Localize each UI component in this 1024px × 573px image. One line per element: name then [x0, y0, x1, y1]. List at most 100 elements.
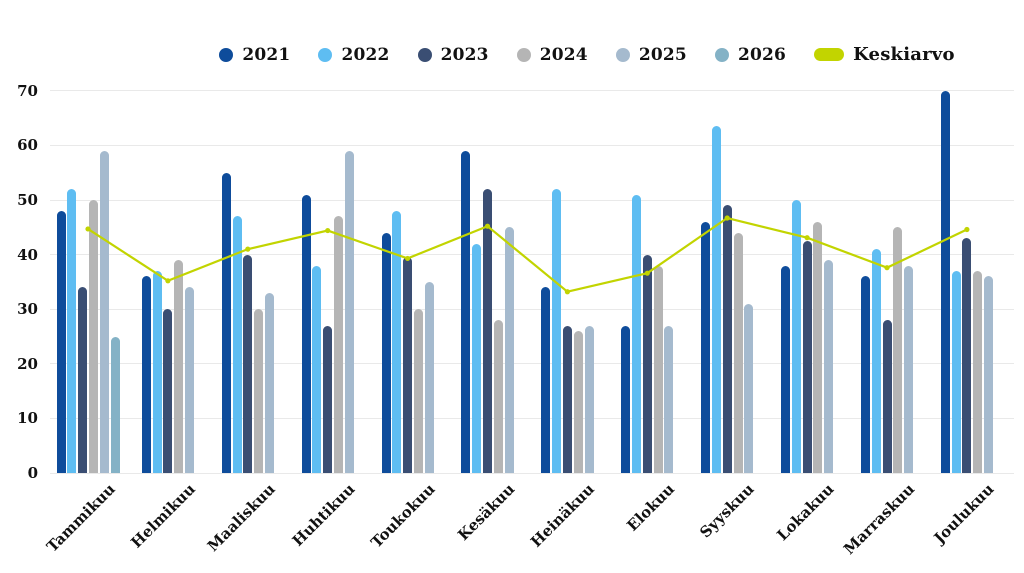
bar-2022 [312, 265, 322, 473]
average-line-marker [884, 265, 890, 271]
bar-2023 [962, 238, 972, 473]
bar-2025 [264, 292, 274, 473]
x-axis-month-label: Tammikuu [43, 480, 119, 556]
y-axis-tick-label: 0 [27, 464, 38, 482]
x-axis-month-label: Heinäkuu [527, 480, 599, 551]
x-axis-month-label: Helmikuu [127, 480, 199, 552]
gridline [50, 417, 1014, 419]
bar-2022 [552, 189, 562, 473]
bar-2024 [573, 331, 583, 473]
bar-2021 [701, 221, 711, 473]
x-axis-month-label: Huhtikuu [288, 480, 359, 550]
bar-2025 [904, 265, 914, 473]
gridline [50, 472, 1014, 474]
average-line-marker [245, 246, 251, 252]
legend-item-2024: 2024 [516, 44, 588, 65]
bar-2023 [642, 254, 652, 473]
bar-2023 [403, 257, 413, 473]
bar-2024 [254, 309, 264, 473]
y-axis-tick-label: 60 [17, 136, 38, 155]
gridline [50, 254, 1014, 256]
bar-2023 [802, 240, 812, 473]
x-axis-month-label: Elokuu [623, 480, 679, 535]
gridline [50, 90, 1014, 92]
legend-item-2025: 2025 [615, 45, 687, 65]
x-axis-month-label: Marraskuu [839, 480, 918, 559]
bar-2021 [860, 276, 870, 473]
bar-2022 [232, 216, 242, 473]
bar-2022 [632, 194, 641, 473]
average-line-marker [165, 278, 171, 284]
bar-2022 [472, 243, 482, 473]
x-axis-month-label: Kesäkuu [454, 480, 519, 545]
bar-2025 [664, 325, 674, 473]
legend-item-keskiarvo: Keskiarvo [814, 44, 955, 65]
x-axis-month-label: Maaliskuu [203, 480, 279, 556]
legend-dot-icon [714, 47, 729, 62]
y-axis-tick-label: 70 [17, 81, 38, 100]
legend-dot-icon [615, 47, 630, 62]
bar-2023 [78, 287, 88, 473]
gridline [50, 144, 1014, 146]
bar-2022 [152, 270, 162, 473]
bar-2025 [744, 303, 754, 473]
bar-2021 [621, 325, 631, 473]
bar-2025 [185, 287, 194, 473]
y-axis-tick-label: 20 [17, 354, 38, 373]
legend-item-label: 2026 [737, 44, 787, 65]
legend-item-label: 2024 [539, 44, 588, 65]
bar-2022 [791, 200, 801, 473]
legend-item-label: 2023 [440, 44, 489, 65]
bar-2022 [67, 189, 77, 473]
bar-2023 [722, 205, 732, 473]
bar-2023 [483, 189, 492, 473]
x-axis-month-label: Joulukuu [930, 480, 998, 548]
bar-2022 [871, 249, 881, 473]
legend-dot-icon [318, 47, 333, 62]
bar-2021 [381, 232, 391, 473]
bar-2024 [413, 309, 423, 473]
bar-2023 [323, 325, 333, 473]
bar-2025 [424, 281, 434, 473]
legend-item-2022: 2022 [318, 45, 389, 65]
bar-2021 [141, 276, 151, 473]
bar-2025 [504, 227, 514, 473]
bar-2021 [541, 287, 551, 473]
bar-2024 [174, 260, 184, 473]
legend-item-2026: 2026 [714, 44, 787, 65]
bar-2024 [893, 227, 903, 473]
bar-2022 [711, 126, 721, 473]
bar-2025 [584, 325, 594, 473]
x-axis-month-label: Lokakuu [773, 480, 838, 545]
bar-2024 [733, 232, 743, 473]
bar-2024 [973, 270, 983, 473]
bar-2021 [940, 90, 950, 473]
bar-2025 [344, 150, 354, 473]
legend-item-label: 2022 [341, 44, 390, 65]
gridline [50, 199, 1014, 201]
bar-2022 [392, 210, 402, 473]
average-line-marker [804, 235, 810, 241]
bar-2021 [221, 172, 231, 473]
bar-2023 [243, 254, 253, 473]
gridline [50, 308, 1014, 310]
legend-line-swatch [814, 48, 845, 61]
bar-2021 [781, 265, 790, 473]
gridline [50, 363, 1014, 365]
legend-item-2023: 2023 [417, 44, 489, 65]
bar-2022 [951, 270, 961, 473]
bar-2024 [653, 265, 663, 473]
bar-2025 [99, 150, 109, 473]
y-axis-tick-label: 40 [17, 245, 38, 264]
bar-2021 [56, 210, 66, 473]
bar-2026 [110, 336, 120, 473]
bar-2021 [461, 150, 471, 473]
legend: 2021 2022 2023 2024 2025 2026 Keskiarvo [0, 44, 1024, 65]
legend-dot-icon [417, 47, 432, 62]
x-axis-month-label: Syyskuu [696, 480, 758, 542]
legend-dot-icon [516, 47, 531, 62]
bar-2025 [984, 276, 993, 473]
bar-2023 [163, 309, 173, 473]
bar-2024 [493, 320, 503, 473]
